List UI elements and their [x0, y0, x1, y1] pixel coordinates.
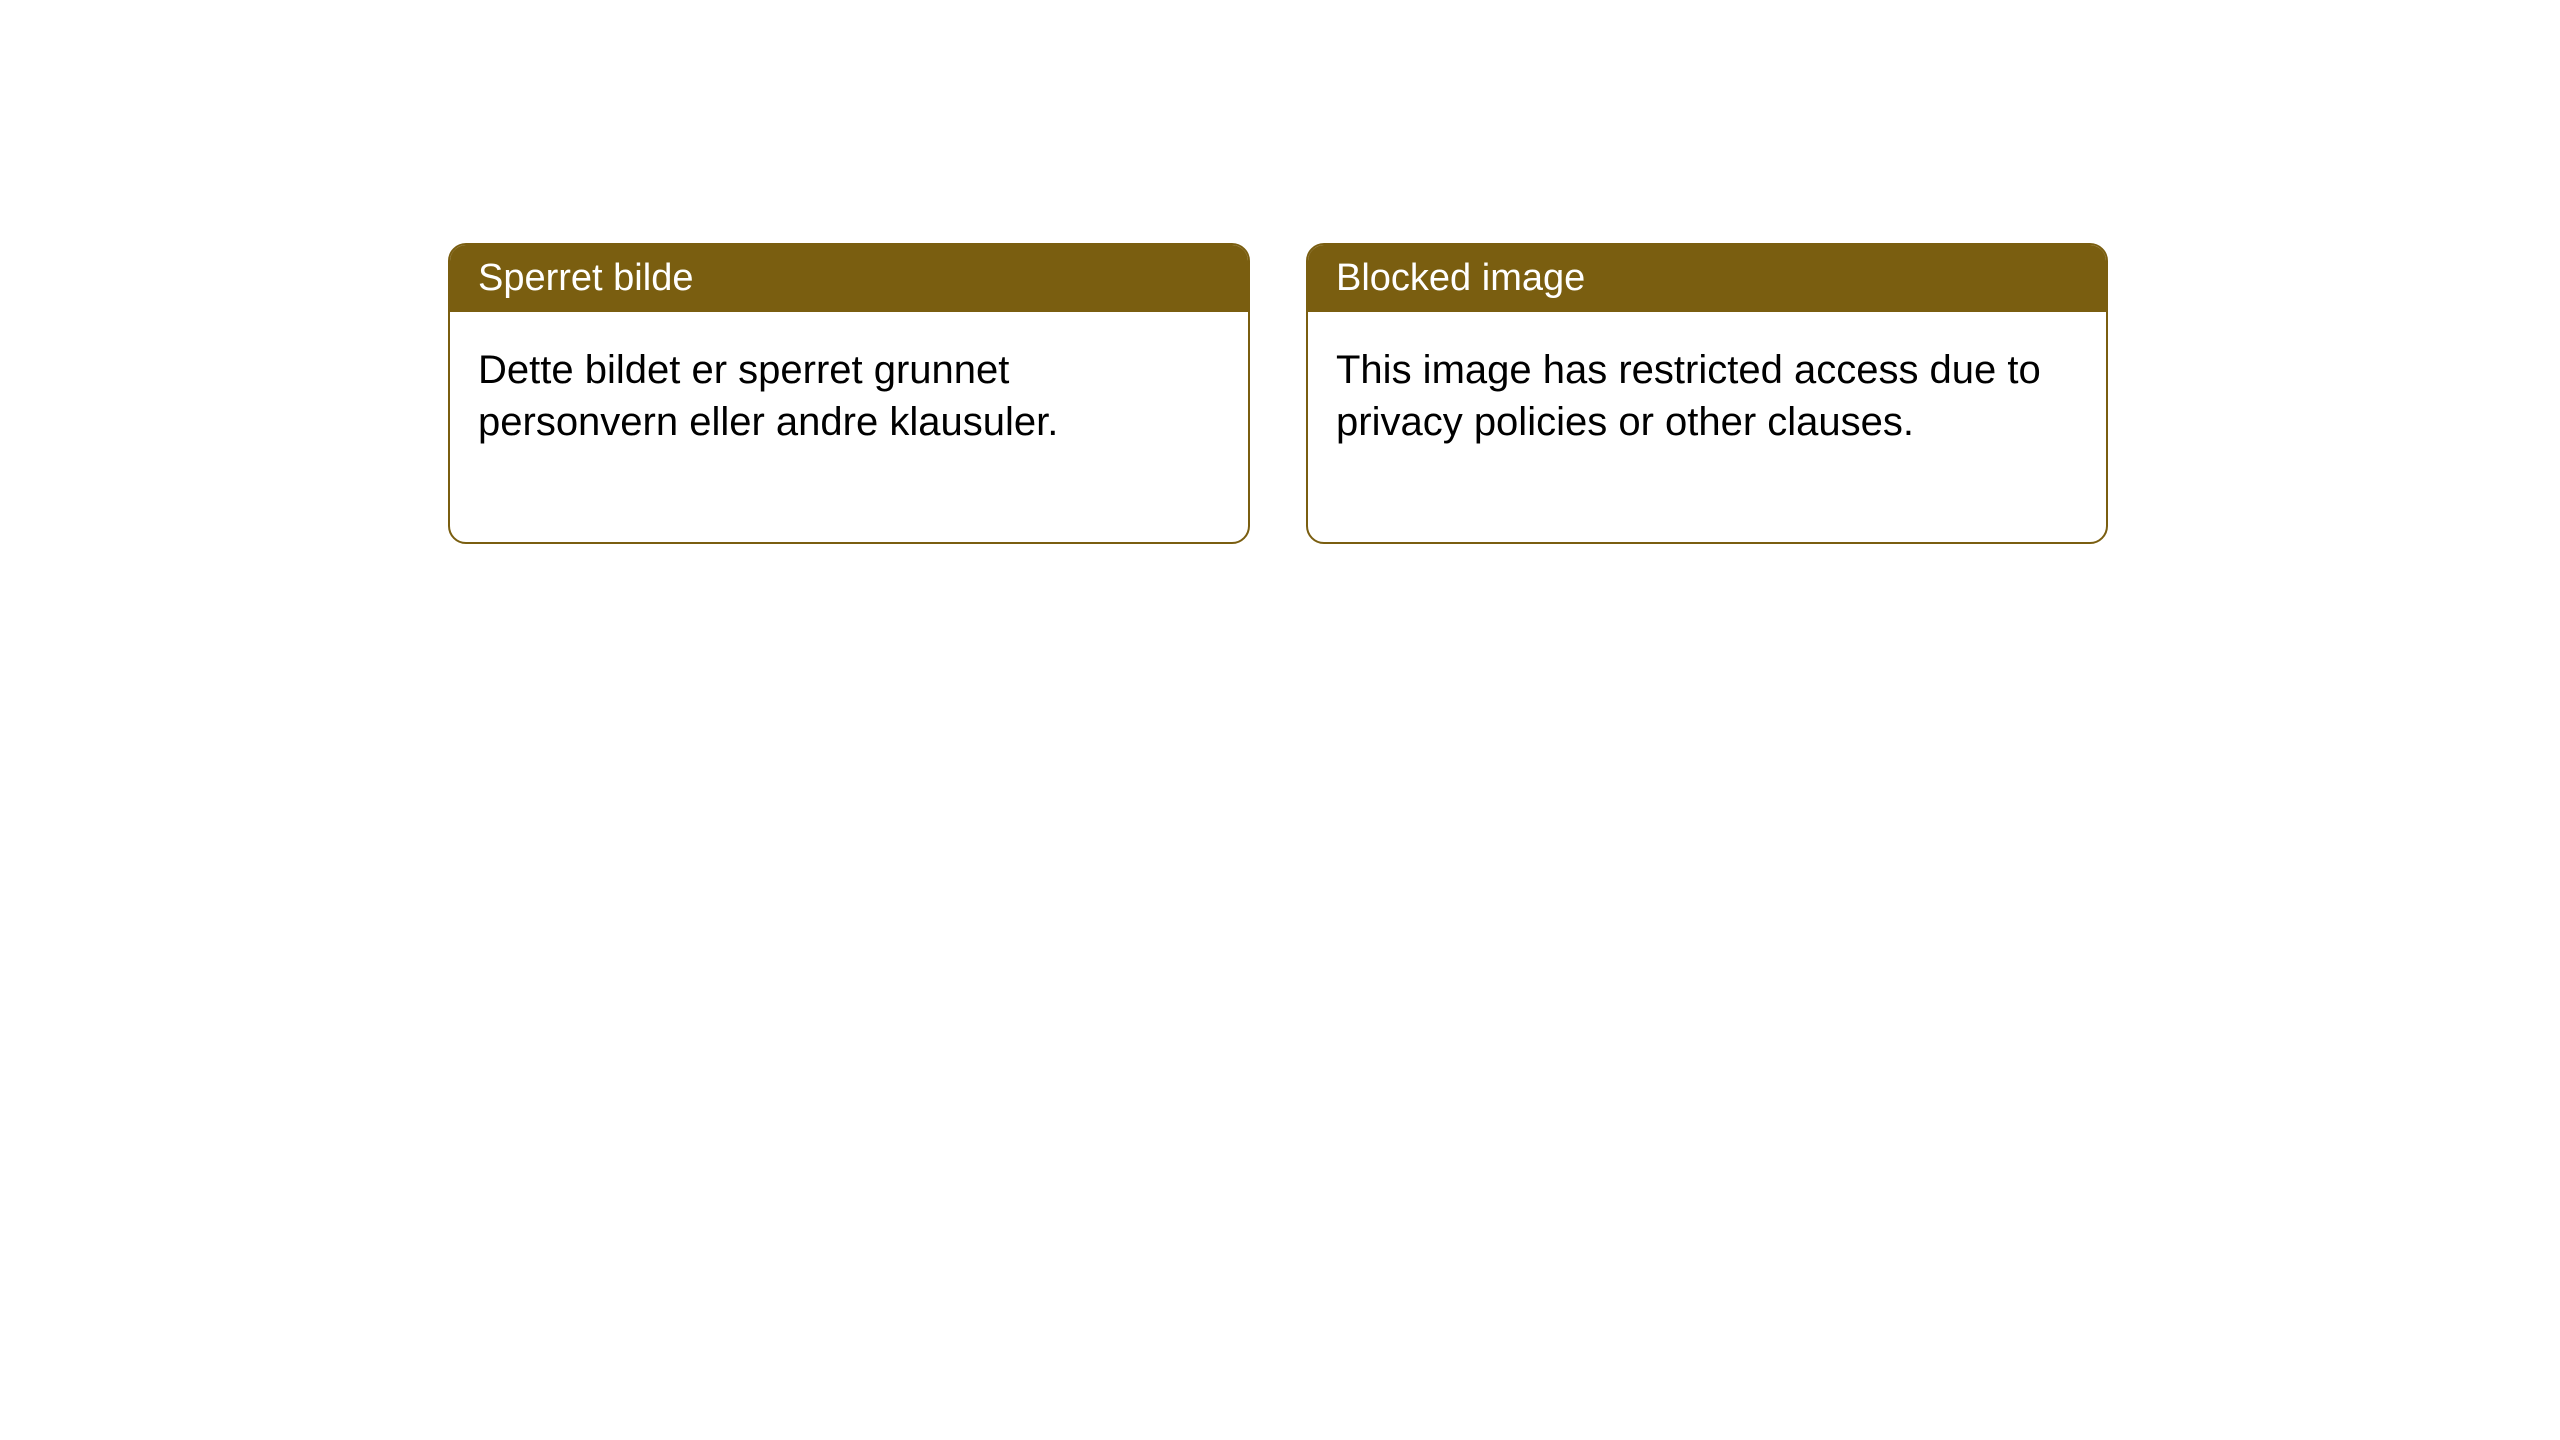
notice-body-text: Dette bildet er sperret grunnet personve… — [478, 348, 1058, 444]
notice-header: Blocked image — [1308, 245, 2106, 312]
notice-title: Blocked image — [1336, 257, 1585, 299]
notice-body: This image has restricted access due to … — [1308, 312, 2106, 542]
notice-container: Sperret bilde Dette bildet er sperret gr… — [448, 243, 2108, 544]
notice-body: Dette bildet er sperret grunnet personve… — [450, 312, 1248, 542]
notice-title: Sperret bilde — [478, 257, 693, 299]
notice-card-english: Blocked image This image has restricted … — [1306, 243, 2108, 544]
notice-body-text: This image has restricted access due to … — [1336, 348, 2041, 444]
notice-card-norwegian: Sperret bilde Dette bildet er sperret gr… — [448, 243, 1250, 544]
notice-header: Sperret bilde — [450, 245, 1248, 312]
